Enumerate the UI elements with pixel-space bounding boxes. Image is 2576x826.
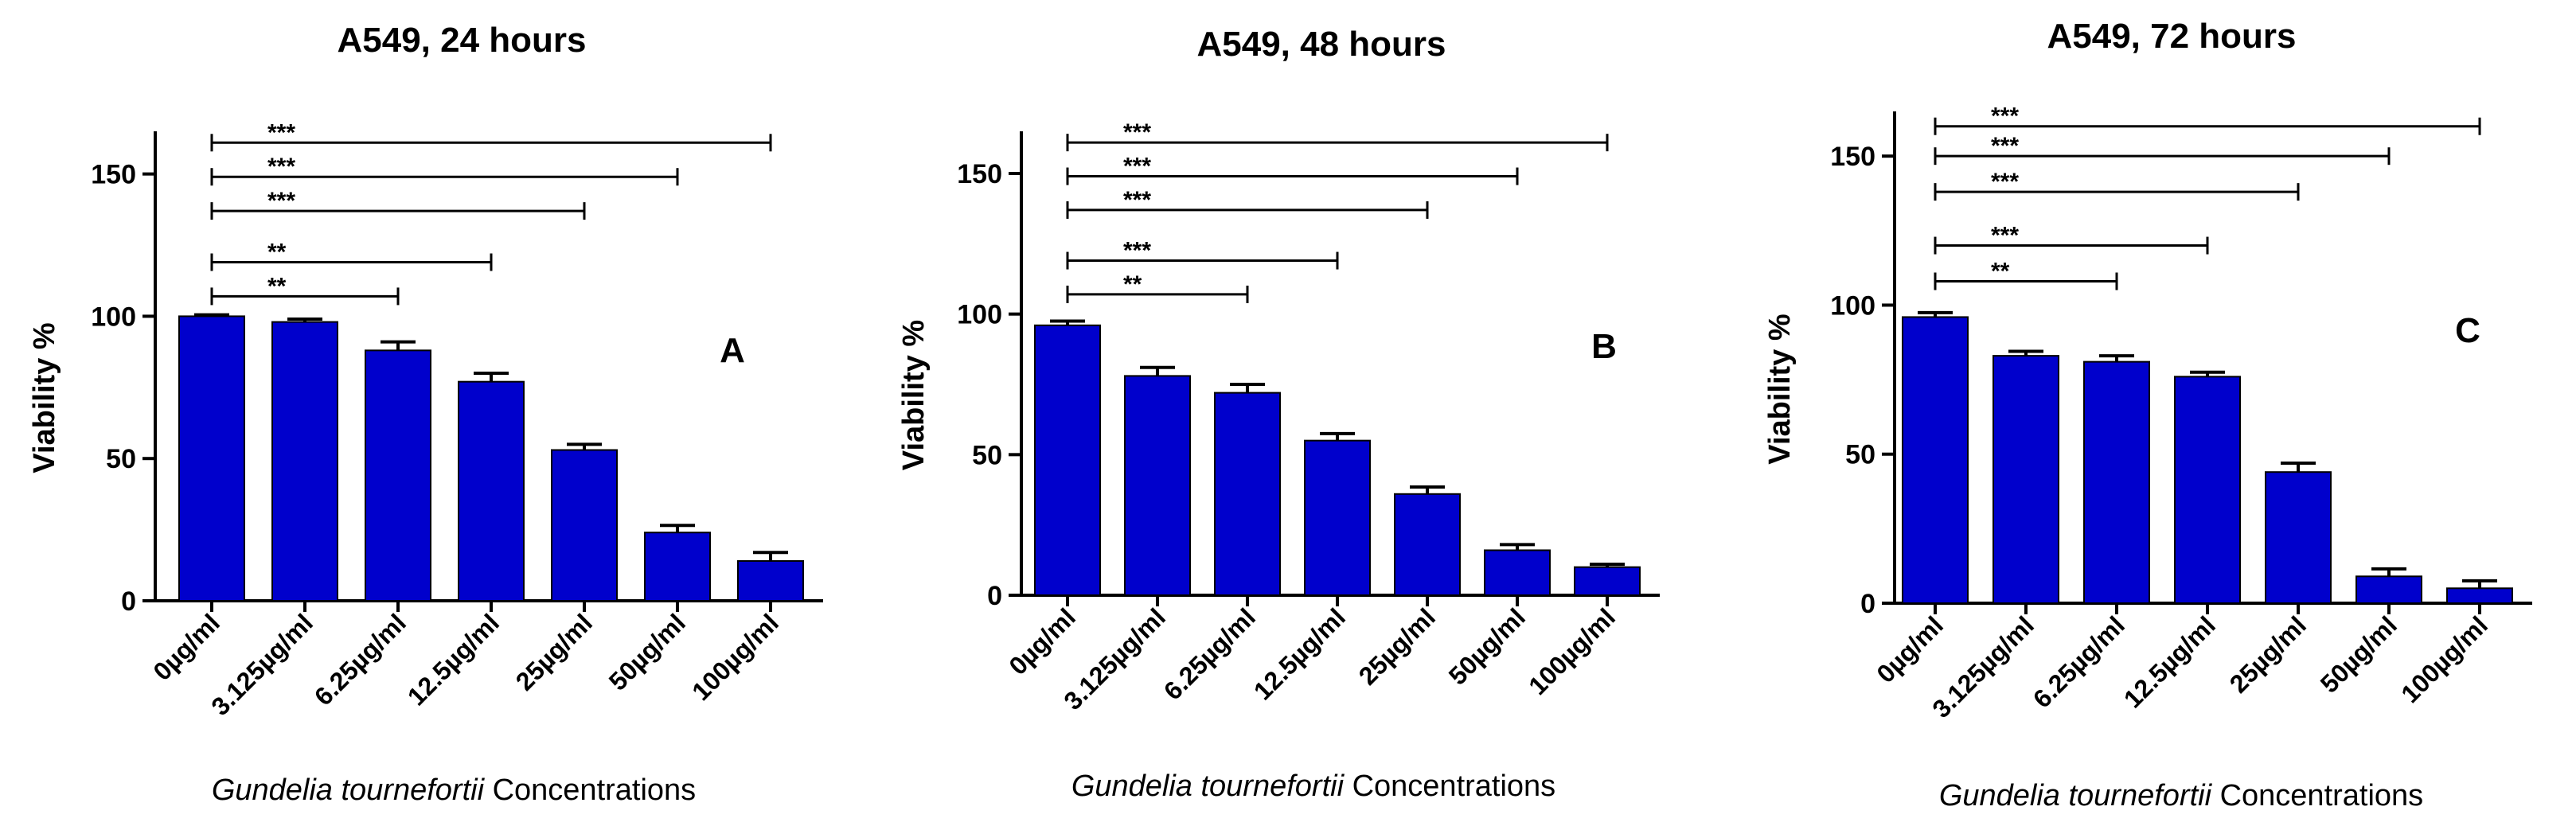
y-tick-label: 150 <box>957 159 1002 189</box>
y-tick-label: 150 <box>91 160 136 190</box>
x-tick-label: 12.5µg/ml <box>2118 610 2221 713</box>
y-tick-label: 0 <box>987 581 1002 611</box>
significance-label: *** <box>1123 119 1151 146</box>
x-tick-label: 6.25µg/ml <box>309 608 412 711</box>
chart-panel-1: A549, 24 hours 0 50 100 150 Viability % 0µg/ml… <box>28 21 823 807</box>
y-tick-label: 150 <box>1830 142 1875 172</box>
x-tick-label: 25µg/ml <box>510 608 598 695</box>
x-axis-label-species: Gundelia tournefortii <box>1071 770 1345 803</box>
x-tick-label: 25µg/ml <box>1353 602 1441 690</box>
bar <box>2174 376 2241 604</box>
panel-letter: B <box>1591 327 1617 366</box>
bar <box>737 559 804 602</box>
y-tick-label: 50 <box>106 444 136 474</box>
bar <box>2355 575 2422 604</box>
chart-panel-3: A549, 72 hours 0 50 100 150 Viability % 0µg/ml… <box>1763 17 2532 812</box>
significance-label: *** <box>1991 169 2019 195</box>
x-axis-label: Gundelia tournefortii Concentrations <box>212 773 696 807</box>
chart-panel-2: A549, 48 hours 0 50 100 150 Viability % 0µg/ml… <box>897 25 1660 803</box>
y-axis-label: Viability % <box>897 320 931 470</box>
x-axis-label: Gundelia tournefortii Concentrations <box>1939 779 2423 812</box>
significance-label: *** <box>1123 154 1151 180</box>
x-axis-label-rest: Concentrations <box>1344 770 1555 803</box>
y-tick-label: 100 <box>91 302 136 332</box>
significance-label: *** <box>1991 133 2019 159</box>
bar <box>2083 360 2150 604</box>
panel-letter: C <box>2455 311 2480 350</box>
x-tick-label: 50µg/ml <box>2315 610 2402 698</box>
bar <box>1394 493 1461 596</box>
y-tick-label: 0 <box>121 586 136 617</box>
x-tick-label: 6.25µg/ml <box>1158 602 1261 705</box>
bar <box>1304 439 1371 597</box>
x-axis-label-species: Gundelia tournefortii <box>212 773 486 807</box>
bar <box>1034 324 1101 596</box>
significance-label: *** <box>267 154 295 180</box>
bar <box>1992 355 2059 604</box>
y-axis-label: Viability % <box>1763 314 1797 464</box>
significance-label: *** <box>267 188 295 214</box>
x-tick-label: 6.25µg/ml <box>2028 610 2130 713</box>
chart-title: A549, 72 hours <box>2047 17 2296 56</box>
bar <box>1214 392 1281 596</box>
bar <box>1902 316 1969 604</box>
x-tick-label: 100µg/ml <box>1523 602 1621 700</box>
significance-label: ** <box>1123 271 1142 298</box>
x-axis-label: Gundelia tournefortii Concentrations <box>1071 770 1555 803</box>
x-tick-label: 12.5µg/ml <box>1248 602 1351 705</box>
x-tick-label: 0µg/ml <box>147 608 225 686</box>
x-tick-label: 0µg/ml <box>1003 602 1081 680</box>
bar <box>458 380 525 602</box>
x-axis-label-species: Gundelia tournefortii <box>1939 779 2213 812</box>
bar <box>365 349 431 602</box>
x-tick-label: 3.125µg/ml <box>205 608 318 721</box>
panel-letter: A <box>720 331 745 370</box>
significance-label: *** <box>1991 223 2019 249</box>
bar <box>2446 587 2513 604</box>
bar <box>644 532 711 602</box>
y-axis-label: Viability % <box>28 322 61 473</box>
chart-title: A549, 48 hours <box>1196 25 1446 64</box>
bar <box>1574 566 1641 597</box>
bar <box>271 321 338 602</box>
x-tick-label: 12.5µg/ml <box>402 608 505 711</box>
bar <box>1484 549 1551 597</box>
y-tick-label: 100 <box>957 300 1002 330</box>
x-axis-label-rest: Concentrations <box>2211 779 2423 812</box>
y-tick-label: 50 <box>1845 440 1875 470</box>
y-tick-label: 50 <box>972 440 1002 470</box>
significance-label: ** <box>267 239 287 265</box>
x-tick-label: 50µg/ml <box>1443 602 1531 690</box>
bar <box>1124 375 1191 596</box>
y-tick-label: 0 <box>1860 589 1875 619</box>
bar <box>2265 471 2332 605</box>
significance-label: *** <box>1991 103 2019 130</box>
bar <box>551 449 618 602</box>
x-tick-label: 25µg/ml <box>2224 610 2312 698</box>
significance-label: *** <box>1123 187 1151 213</box>
significance-label: *** <box>267 119 295 146</box>
bar <box>178 315 245 602</box>
significance-label: ** <box>267 273 287 299</box>
significance-label: ** <box>1991 258 2010 284</box>
x-tick-label: 0µg/ml <box>1871 610 1949 688</box>
significance-label: *** <box>1123 238 1151 264</box>
x-tick-label: 50µg/ml <box>603 608 691 695</box>
x-tick-label: 100µg/ml <box>686 608 784 706</box>
x-tick-label: 100µg/ml <box>2395 610 2493 708</box>
y-tick-label: 100 <box>1830 290 1875 321</box>
chart-title: A549, 24 hours <box>337 21 586 60</box>
x-axis-label-rest: Concentrations <box>484 773 696 807</box>
